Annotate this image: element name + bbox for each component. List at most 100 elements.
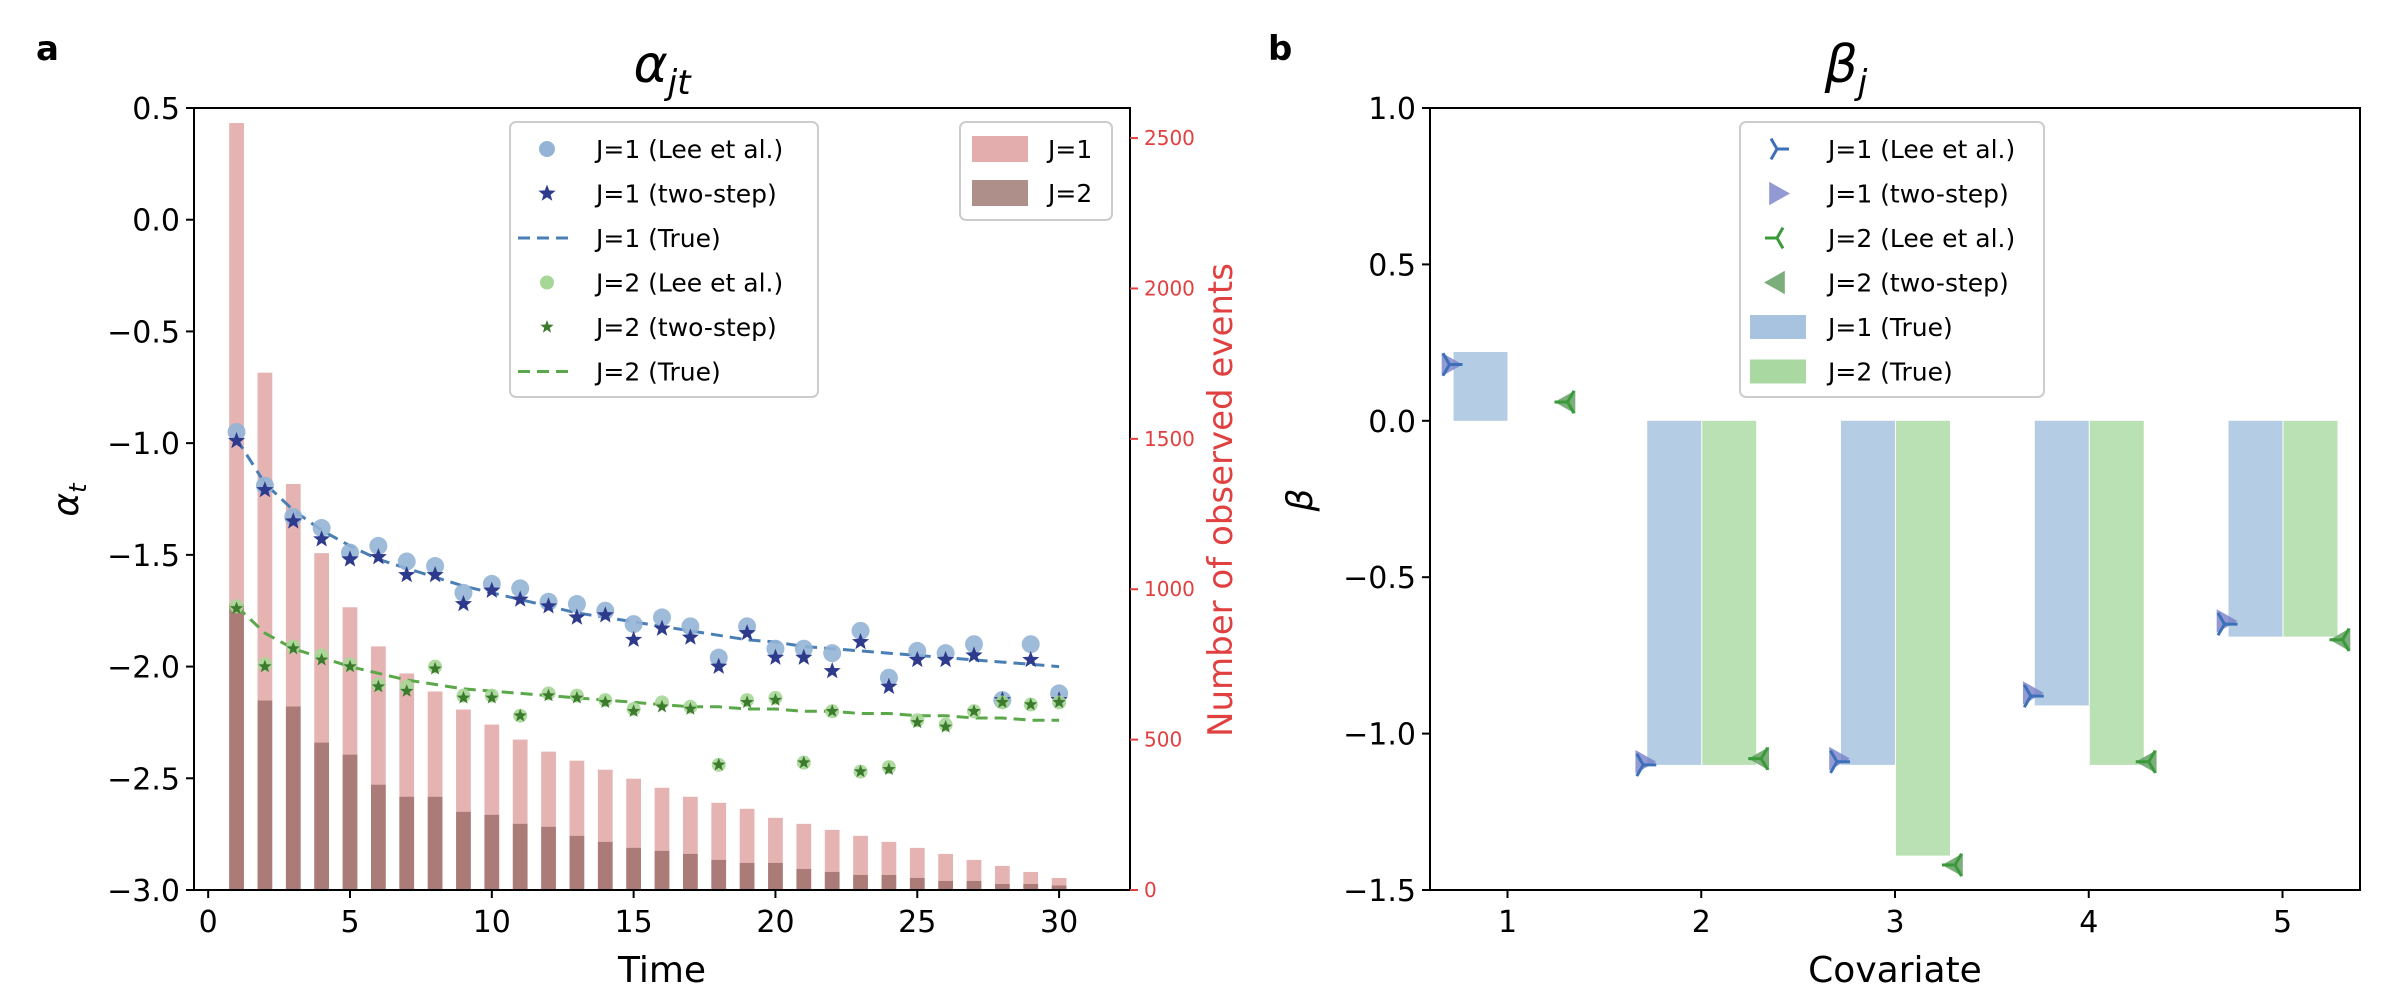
y-tick-label: −2.0 [107,651,180,686]
legend-swatch [540,275,554,290]
point-j-2-two-step- [286,641,300,655]
point-j-1-two-step- [256,481,274,498]
point-j-1-two-step- [483,581,501,598]
point-j-1-two-step- [908,650,926,668]
beta-bar-j2 [1896,420,1950,856]
count-bar-j2 [1051,885,1067,890]
point-j-1-lee-et-al- [908,641,927,660]
legend-entry: J=2 (Lee et al.) [540,269,783,298]
beta-point-j2-lee [2135,749,2157,774]
count-bar-j2 [853,874,868,890]
y2-tick-label: 2000 [1144,276,1195,300]
legend-entry: J=2 (Lee et al.) [1765,224,2015,253]
legend-entry: J=1 (two-step) [538,180,777,209]
legend-entry: J=2 (True) [1750,358,1953,387]
legend-label: J=2 (True) [594,358,721,387]
x-tick-label: 25 [898,905,936,940]
count-bar-j2 [881,874,897,890]
count-bar-j2 [456,811,471,890]
point-j-1-two-step- [852,633,870,650]
count-bar-j2 [824,871,840,890]
point-j-2-two-step- [712,757,726,771]
panel-a: a αjt 0 5 10 15 20 25 30 −3.0−2.5−2.0−1.5−1.0−… [36,29,1241,991]
b-x-tick-label: 3 [1885,905,1904,940]
point-j-2-two-step- [258,659,272,673]
point-j-1-lee-et-al- [653,608,671,627]
point-j-1-lee-et-al- [567,595,586,614]
y-tick-label: 0.5 [132,92,180,127]
count-bar-j2 [938,880,954,890]
point-j-1-two-step- [937,650,955,668]
point-j-1-two-step- [880,677,898,694]
y-tick-label: −2.5 [107,762,180,797]
point-j-2-two-step- [598,695,612,708]
legend-label: J=1 (Lee et al.) [1826,135,2015,164]
point-j-1-two-step- [426,566,444,583]
b-x-axis-ticks: 1 2 3 4 5 [1498,890,2292,940]
count-bar-j2 [994,883,1010,890]
count-bar-j2 [484,814,500,890]
point-j-2-two-step- [939,719,953,733]
legend-swatch [538,184,556,201]
legend-swatch [1769,137,1789,161]
beta-point-j2-lee [2329,627,2351,652]
count-bar-j2 [399,796,415,890]
count-bar-j2 [626,847,642,890]
b-x-tick-label: 5 [2273,905,2292,940]
legend-label: J=1 (two-step) [1826,180,2009,209]
beta-bar-j1 [1453,351,1508,421]
beta-bar-j1 [2228,420,2283,637]
point-j-2-two-step- [456,690,471,704]
x-axis-label: Time [617,950,706,991]
beta-point-j2-lee [1942,853,1963,877]
estimate-points [227,422,1069,779]
b-x-tick-label: 1 [1498,905,1517,940]
point-j-2-two-step- [343,659,357,673]
point-j-1-two-step- [341,550,359,567]
legend-label: J=2 (Lee et al.) [1826,224,2015,253]
point-j-1-lee-et-al- [766,639,785,658]
legend-entry: J=1 (True) [1750,313,1953,342]
point-j-2-two-step- [400,684,414,697]
y-tick-label: −1.0 [107,427,180,462]
point-j-1-two-step- [284,512,302,529]
beta-point-j2-lee [1554,390,1576,414]
point-j-1-two-step- [511,590,529,607]
legend-entry: J=1 (two-step) [1769,180,2009,209]
legend-entry: J=2 (two-step) [540,313,777,342]
point-j-1-two-step- [454,595,472,612]
x-tick-label: 10 [473,905,511,940]
point-j-2-two-step- [910,715,924,729]
point-j-2-two-step- [995,695,1009,708]
point-j-1-two-step- [369,548,387,565]
point-j-1-two-step- [540,597,558,614]
count-bar-j2 [285,706,301,890]
point-j-2-two-step- [740,695,754,708]
point-j-1-two-step- [625,630,643,647]
beta-estimate-points [1441,352,2351,877]
point-j-1-lee-et-al- [312,519,331,538]
legend-swatch [539,141,555,157]
b-y-tick-label: −1.5 [1343,874,1416,909]
point-j-1-lee-et-al- [227,422,246,441]
b-y-tick-label: 0.0 [1368,405,1416,440]
count-bar-j2 [597,841,613,890]
count-bar-j2 [541,826,556,890]
legend-swatch [1750,359,1806,384]
point-j-2-two-step- [967,704,981,717]
y-tick-label: −0.5 [107,315,180,350]
legend-swatch [972,180,1028,206]
beta-bar-j1 [1841,420,1895,765]
count-bar-j2 [909,877,925,890]
point-j-2-two-step- [428,661,442,675]
beta-bar-j1 [2034,420,2089,706]
point-j-2-two-step- [627,704,641,717]
count-bar-j2 [682,853,698,890]
true-beta-bars [1453,351,2338,856]
point-j-1-two-step- [681,628,699,645]
legend-swatch [1769,181,1790,206]
panel-b-title: βj [1824,35,1868,103]
point-j-1-two-step- [228,431,246,449]
point-j-1-lee-et-al- [1021,635,1040,654]
point-j-2-two-step- [570,690,584,704]
